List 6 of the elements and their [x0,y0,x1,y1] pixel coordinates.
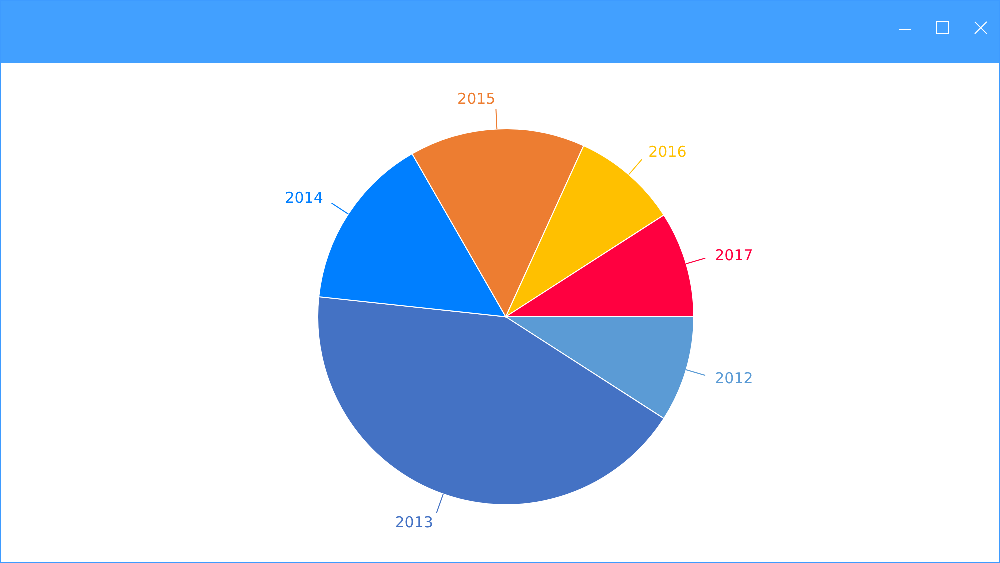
slice-label: 2016 [648,143,687,162]
slice-label: 2012 [715,369,754,388]
slice-label: 2013 [395,514,434,532]
slice-label: 2017 [715,246,754,265]
slice-label: 2014 [285,188,324,207]
slice-label: 2015 [458,90,496,108]
